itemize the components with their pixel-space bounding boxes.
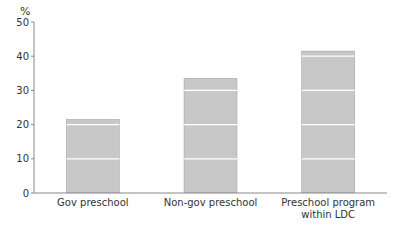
y-axis-label: % (20, 5, 30, 18)
x-tick-label-line: within LDC (301, 209, 355, 220)
y-axis-line (34, 22, 35, 193)
bar (66, 119, 119, 193)
bar-divider (184, 90, 237, 91)
bar-divider (66, 124, 119, 125)
bar-divider (302, 158, 355, 159)
bar-divider (184, 124, 237, 125)
bars (66, 51, 354, 193)
chart: 0 10 20 30 40 50 Gov preschool Non-gov preschoo… (0, 0, 397, 227)
bar-divider (302, 124, 355, 125)
bar-divider (302, 56, 355, 57)
y-tick-label: 0 (23, 188, 29, 199)
y-tick-label: 20 (16, 119, 29, 130)
chart-container: 0 10 20 30 40 50 Gov preschool Non-gov preschoo… (0, 0, 397, 227)
bar-divider (66, 158, 119, 159)
x-tick-label-line: Non-gov preschool (164, 197, 258, 208)
x-tick-label-line: Preschool program (281, 197, 375, 208)
bar (302, 51, 355, 193)
y-tick-label: 30 (16, 85, 29, 96)
y-tick-label: 40 (16, 51, 29, 62)
bar-divider (302, 90, 355, 91)
y-tick-label: 10 (16, 153, 29, 164)
x-tick-label-line: Gov preschool (57, 197, 128, 208)
bar (184, 78, 237, 193)
x-tick-label: Gov preschool (57, 197, 128, 208)
x-tick-label: Preschool programwithin LDC (281, 197, 375, 220)
x-tick-label: Non-gov preschool (164, 197, 258, 208)
x-axis-line (34, 193, 387, 194)
y-tick-label: 50 (16, 17, 29, 28)
bar-divider (184, 158, 237, 159)
